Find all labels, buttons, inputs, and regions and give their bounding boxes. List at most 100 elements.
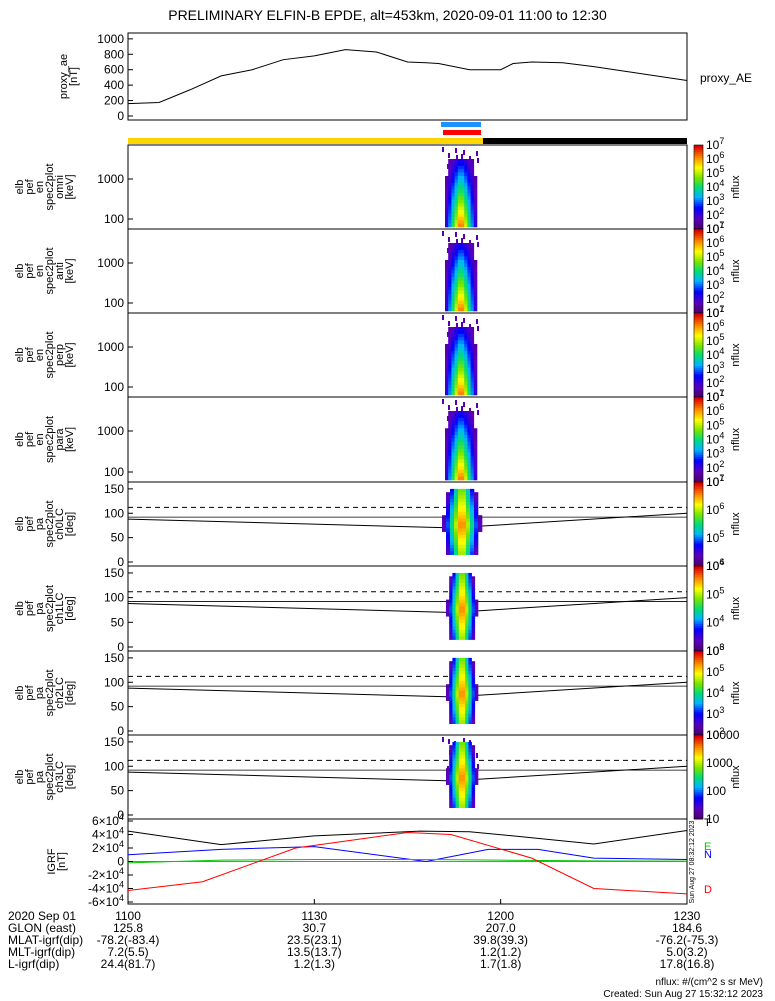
- spec-panel-4-colorbar-tick: 105: [706, 416, 724, 432]
- spec-panel-1-frame: [127, 144, 688, 230]
- spec-panel-8-cell: [462, 755, 466, 759]
- spec-panel-7-cell: [446, 690, 450, 695]
- spec-panel-3-cell: [457, 330, 462, 335]
- igrf-ytick-label: 2×104: [92, 839, 124, 855]
- spec-panel-2-colorbar-cell: [694, 268, 703, 272]
- spec-panel-3-colorbar-cell: [694, 344, 703, 348]
- spec-panel-1-cell: [457, 216, 462, 221]
- spec-panel-3-cell: [464, 371, 468, 375]
- spec-panel-4-cell: [451, 452, 455, 457]
- spec-panel-6-cell: [468, 579, 472, 584]
- spec-panel-5-cell: [470, 505, 475, 509]
- spec-panel-1-cell: [457, 199, 462, 204]
- spec-panel-1-colorbar-cell: [694, 187, 703, 190]
- spec-panel-7-cell: [468, 713, 472, 718]
- spec-panel-8-cell: [468, 787, 472, 792]
- spec-panel-5-cell: [454, 538, 459, 542]
- spec-panel-4-cell: [467, 414, 471, 419]
- spec-panel-7-cell: [449, 671, 453, 675]
- spec-panel-5-cell: [474, 495, 479, 500]
- spec-panel-8-cell: [452, 768, 456, 772]
- ae-ytick-label: 400: [104, 78, 124, 92]
- spec-panel-4-colorbar-cell: [694, 469, 703, 472]
- spec-panel-3-cell: [461, 350, 465, 355]
- spec-panel-2-cell: [467, 287, 471, 291]
- spec-panel-5-cell: [470, 515, 475, 519]
- spec-panel-1-cell: [464, 196, 468, 201]
- spec-panel-1-cell: [473, 196, 478, 201]
- spec-panel-2-cell: [448, 304, 452, 308]
- spec-panel-7-colorbar-cell: [694, 669, 703, 673]
- spec-panel-5-colorbar-cell: [694, 553, 703, 556]
- spec-panel-7-colorbar-cell: [694, 707, 703, 711]
- spec-panel-4-cell: [448, 459, 452, 464]
- spec-panel-5-cell: [470, 495, 475, 500]
- spec-panel-4-colorbar-cell: [694, 435, 703, 438]
- spec-panel-3-cell: [470, 364, 475, 369]
- spec-panel-5-cell: [462, 548, 467, 552]
- spec-panel-5-cell: [466, 518, 471, 523]
- spec-panel-1-cell: [467, 196, 471, 201]
- spec-panel-2-speck: [455, 232, 457, 237]
- spec-panel-3-colorbar-cell: [694, 369, 703, 373]
- spec-panel-3-speck: [455, 316, 457, 321]
- spec-panel-6-cell: [455, 572, 460, 577]
- spec-panel-6-cell: [462, 589, 466, 594]
- spec-panel-1-cell: [457, 223, 462, 228]
- spec-panel-4-cell: [461, 417, 465, 422]
- spec-panel-4-frame: [127, 396, 688, 483]
- spec-panel-2-colorbar-cell: [694, 285, 703, 289]
- spec-panel-8-cell: [471, 758, 476, 762]
- spec-panel-4-speck: [463, 402, 465, 407]
- spec-panel-4-colorbar-cell: [694, 431, 703, 434]
- spec-panel-1-cell: [451, 172, 455, 177]
- spec-panel-7-colorbar-tick: 106: [706, 642, 724, 658]
- spec-panel-4-cell: [470, 442, 475, 446]
- spec-panel-5-cell: [474, 515, 479, 519]
- spec-panel-6-cell: [458, 629, 463, 634]
- spec-panel-4-cell: [461, 438, 465, 443]
- spec-panel-6-cell: [462, 582, 466, 587]
- spec-panel-2-speck: [442, 231, 444, 236]
- ae-series-line: [127, 49, 688, 105]
- spec-panel-7-colorbar-cell: [694, 705, 703, 709]
- spec-panel-7-cell: [452, 707, 456, 711]
- spec-panel-4-cell: [470, 452, 475, 457]
- spec-panel-1-cell: [470, 172, 475, 177]
- spec-panel-5-cell: [474, 541, 479, 546]
- spec-panel-5-cell: [454, 544, 459, 549]
- spec-panel-2-colorbar-tick: 102: [706, 290, 724, 306]
- spec-panel-4-cell: [445, 445, 449, 450]
- spec-panel-3-ylabel-4: perp: [54, 344, 66, 366]
- spec-panel-1-cell: [467, 206, 471, 211]
- spec-panel-3-cell: [445, 378, 449, 382]
- spec-panel-8-cell: [471, 787, 476, 792]
- spec-panel-4-cell: [451, 459, 455, 464]
- spec-panel-2-cell: [454, 270, 459, 274]
- spec-panel-2-cell: [445, 287, 449, 291]
- spec-panel-4-cell: [470, 462, 475, 467]
- spec-panel-3-speck: [447, 332, 449, 337]
- spec-panel-2-colorbar-tick: 104: [706, 262, 724, 278]
- spec-panel-3-colorbar-cell: [694, 350, 703, 354]
- spec-panel-2-cell: [461, 256, 465, 261]
- spec-panel-3-cell: [467, 381, 471, 386]
- spec-panel-5-cell: [454, 492, 459, 496]
- spec-panel-6-cell: [458, 579, 463, 584]
- spec-panel-5-cell: [466, 544, 471, 549]
- spec-panel-7-cell: [471, 674, 476, 678]
- spec-panel-8-colorbar-cell: [694, 793, 703, 797]
- spec-panel-4-cell: [461, 448, 465, 453]
- spec-panel-1-cell: [467, 220, 471, 224]
- igrf-series-E: [127, 858, 688, 864]
- spec-panel-4-cell: [464, 448, 468, 453]
- spec-panel-2-cell: [461, 260, 465, 264]
- spec-panel-6-colorbar-cell: [694, 614, 703, 618]
- spec-panel-6-cell: [455, 636, 460, 640]
- spec-panel-7-cell: [471, 680, 476, 685]
- spec-panel-4-cell: [467, 438, 471, 443]
- spec-panel-1-colorbar-cell: [694, 208, 703, 211]
- spec-panel-1-colorbar-tick: 106: [706, 150, 724, 166]
- spec-panel-8-cell: [462, 791, 466, 795]
- spec-panel-4-cell: [454, 466, 459, 470]
